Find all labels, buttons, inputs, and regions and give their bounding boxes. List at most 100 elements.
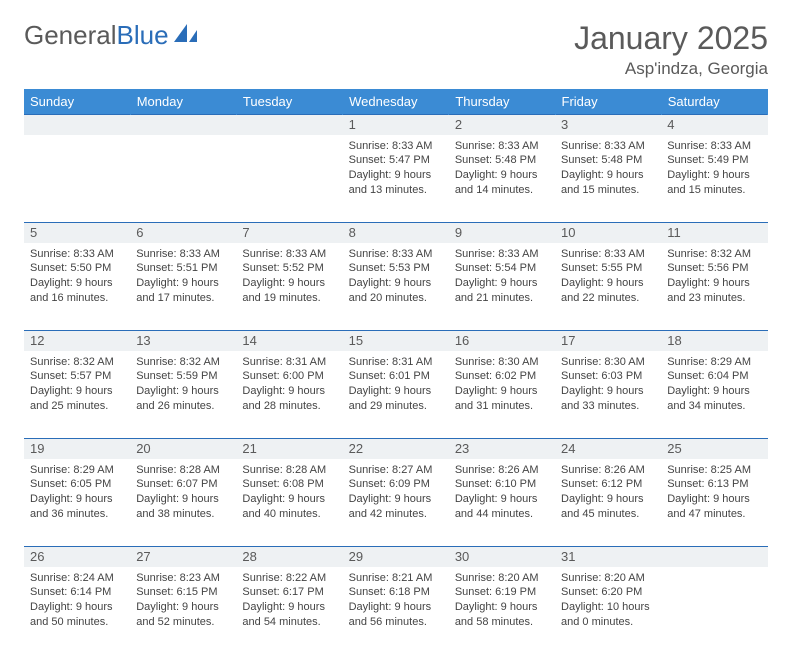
day-info-cell: Sunrise: 8:32 AMSunset: 5:57 PMDaylight:… (24, 351, 130, 439)
info-row: Sunrise: 8:24 AMSunset: 6:14 PMDaylight:… (24, 567, 768, 655)
daylight-text: Daylight: 9 hours and 54 minutes. (242, 600, 336, 630)
weekday-header: Monday (130, 89, 236, 115)
location: Asp'indza, Georgia (574, 59, 768, 79)
sunset-text: Sunset: 6:17 PM (242, 585, 336, 600)
sunset-text: Sunset: 6:18 PM (349, 585, 443, 600)
sunrise-text: Sunrise: 8:22 AM (242, 571, 336, 586)
sunrise-text: Sunrise: 8:33 AM (30, 247, 124, 262)
day-number-cell: 26 (24, 547, 130, 567)
day-info-cell: Sunrise: 8:31 AMSunset: 6:00 PMDaylight:… (236, 351, 342, 439)
day-info-cell: Sunrise: 8:20 AMSunset: 6:20 PMDaylight:… (555, 567, 661, 655)
daynum-row: 567891011 (24, 223, 768, 243)
sunrise-text: Sunrise: 8:33 AM (561, 247, 655, 262)
sunrise-text: Sunrise: 8:32 AM (136, 355, 230, 370)
day-info-cell (130, 135, 236, 223)
sunset-text: Sunset: 6:10 PM (455, 477, 549, 492)
day-number-cell: 22 (343, 439, 449, 459)
day-number-cell: 25 (661, 439, 767, 459)
day-info-cell: Sunrise: 8:30 AMSunset: 6:02 PMDaylight:… (449, 351, 555, 439)
sunset-text: Sunset: 6:09 PM (349, 477, 443, 492)
sunrise-text: Sunrise: 8:33 AM (242, 247, 336, 262)
header: GeneralBlue January 2025 Asp'indza, Geor… (24, 20, 768, 79)
daylight-text: Daylight: 9 hours and 22 minutes. (561, 276, 655, 306)
day-number-cell: 23 (449, 439, 555, 459)
sunrise-text: Sunrise: 8:20 AM (561, 571, 655, 586)
sunrise-text: Sunrise: 8:21 AM (349, 571, 443, 586)
sunset-text: Sunset: 6:05 PM (30, 477, 124, 492)
day-info-cell: Sunrise: 8:33 AMSunset: 5:47 PMDaylight:… (343, 135, 449, 223)
sunset-text: Sunset: 6:07 PM (136, 477, 230, 492)
daylight-text: Daylight: 9 hours and 21 minutes. (455, 276, 549, 306)
day-number-cell: 13 (130, 331, 236, 351)
daylight-text: Daylight: 9 hours and 56 minutes. (349, 600, 443, 630)
sunset-text: Sunset: 5:48 PM (455, 153, 549, 168)
day-number-cell: 17 (555, 331, 661, 351)
sunrise-text: Sunrise: 8:32 AM (667, 247, 761, 262)
daylight-text: Daylight: 9 hours and 34 minutes. (667, 384, 761, 414)
sunrise-text: Sunrise: 8:30 AM (455, 355, 549, 370)
daylight-text: Daylight: 9 hours and 17 minutes. (136, 276, 230, 306)
day-number-cell: 1 (343, 115, 449, 135)
day-number-cell: 2 (449, 115, 555, 135)
calendar-table: SundayMondayTuesdayWednesdayThursdayFrid… (24, 89, 768, 655)
daylight-text: Daylight: 9 hours and 16 minutes. (30, 276, 124, 306)
day-info-cell: Sunrise: 8:23 AMSunset: 6:15 PMDaylight:… (130, 567, 236, 655)
sunset-text: Sunset: 5:48 PM (561, 153, 655, 168)
sunset-text: Sunset: 6:08 PM (242, 477, 336, 492)
sunrise-text: Sunrise: 8:31 AM (349, 355, 443, 370)
sunset-text: Sunset: 6:15 PM (136, 585, 230, 600)
daylight-text: Daylight: 9 hours and 58 minutes. (455, 600, 549, 630)
day-number-cell: 11 (661, 223, 767, 243)
sunset-text: Sunset: 6:02 PM (455, 369, 549, 384)
day-number-cell: 8 (343, 223, 449, 243)
sunrise-text: Sunrise: 8:29 AM (667, 355, 761, 370)
daylight-text: Daylight: 9 hours and 23 minutes. (667, 276, 761, 306)
brand-text: GeneralBlue (24, 20, 169, 51)
sunrise-text: Sunrise: 8:24 AM (30, 571, 124, 586)
sunrise-text: Sunrise: 8:33 AM (349, 139, 443, 154)
daylight-text: Daylight: 9 hours and 14 minutes. (455, 168, 549, 198)
weekday-header: Friday (555, 89, 661, 115)
day-number-cell: 24 (555, 439, 661, 459)
sail-icon (173, 22, 201, 49)
day-number-cell: 6 (130, 223, 236, 243)
day-info-cell: Sunrise: 8:33 AMSunset: 5:51 PMDaylight:… (130, 243, 236, 331)
daylight-text: Daylight: 9 hours and 15 minutes. (561, 168, 655, 198)
day-number-cell: 5 (24, 223, 130, 243)
day-number-cell: 14 (236, 331, 342, 351)
day-info-cell: Sunrise: 8:33 AMSunset: 5:53 PMDaylight:… (343, 243, 449, 331)
day-number-cell: 31 (555, 547, 661, 567)
sunrise-text: Sunrise: 8:32 AM (30, 355, 124, 370)
sunrise-text: Sunrise: 8:33 AM (136, 247, 230, 262)
info-row: Sunrise: 8:33 AMSunset: 5:47 PMDaylight:… (24, 135, 768, 223)
sunset-text: Sunset: 6:12 PM (561, 477, 655, 492)
day-info-cell: Sunrise: 8:26 AMSunset: 6:10 PMDaylight:… (449, 459, 555, 547)
day-number-cell: 19 (24, 439, 130, 459)
day-info-cell (661, 567, 767, 655)
sunrise-text: Sunrise: 8:20 AM (455, 571, 549, 586)
sunset-text: Sunset: 5:49 PM (667, 153, 761, 168)
sunset-text: Sunset: 6:01 PM (349, 369, 443, 384)
daylight-text: Daylight: 10 hours and 0 minutes. (561, 600, 655, 630)
day-info-cell: Sunrise: 8:25 AMSunset: 6:13 PMDaylight:… (661, 459, 767, 547)
sunset-text: Sunset: 5:59 PM (136, 369, 230, 384)
weekday-header: Saturday (661, 89, 767, 115)
daylight-text: Daylight: 9 hours and 15 minutes. (667, 168, 761, 198)
sunrise-text: Sunrise: 8:31 AM (242, 355, 336, 370)
sunset-text: Sunset: 5:52 PM (242, 261, 336, 276)
day-number-cell: 16 (449, 331, 555, 351)
sunrise-text: Sunrise: 8:30 AM (561, 355, 655, 370)
daylight-text: Daylight: 9 hours and 52 minutes. (136, 600, 230, 630)
daylight-text: Daylight: 9 hours and 40 minutes. (242, 492, 336, 522)
day-info-cell: Sunrise: 8:21 AMSunset: 6:18 PMDaylight:… (343, 567, 449, 655)
sunrise-text: Sunrise: 8:28 AM (136, 463, 230, 478)
sunrise-text: Sunrise: 8:33 AM (455, 247, 549, 262)
daynum-row: 12131415161718 (24, 331, 768, 351)
sunrise-text: Sunrise: 8:33 AM (349, 247, 443, 262)
sunrise-text: Sunrise: 8:33 AM (667, 139, 761, 154)
weekday-header: Tuesday (236, 89, 342, 115)
daylight-text: Daylight: 9 hours and 33 minutes. (561, 384, 655, 414)
sunset-text: Sunset: 6:03 PM (561, 369, 655, 384)
sunrise-text: Sunrise: 8:33 AM (561, 139, 655, 154)
day-info-cell: Sunrise: 8:33 AMSunset: 5:48 PMDaylight:… (449, 135, 555, 223)
